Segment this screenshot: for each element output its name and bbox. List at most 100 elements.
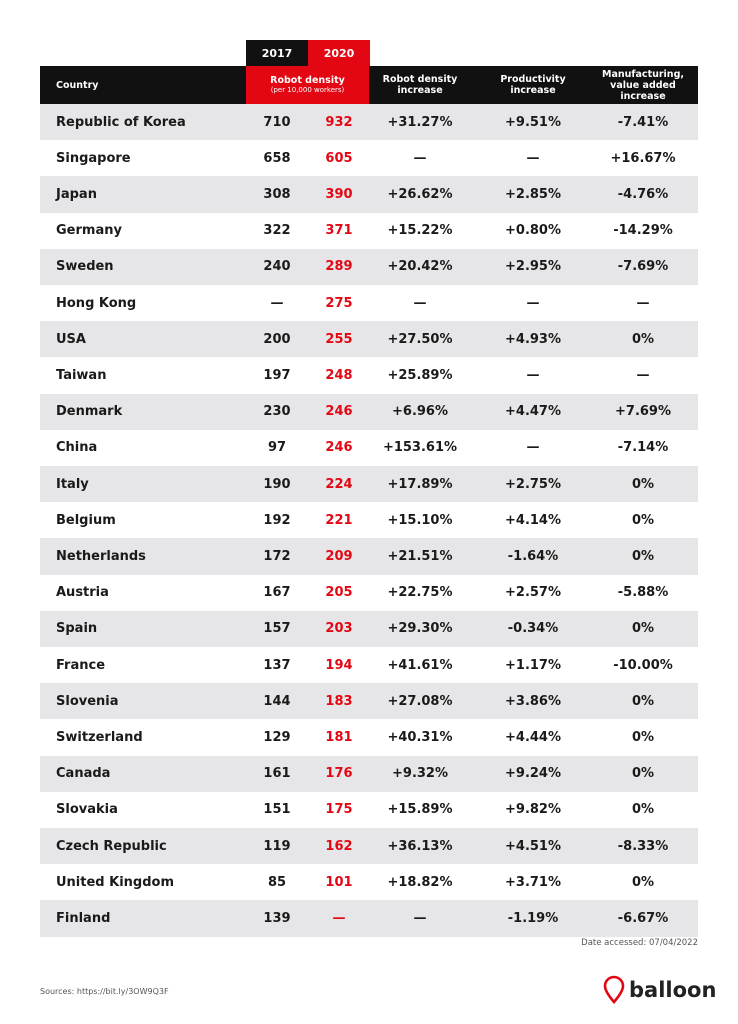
table-cell: —	[526, 295, 540, 311]
table-cell: +17.89%	[387, 476, 453, 492]
table-cell: 224	[325, 476, 353, 492]
table-cell: 183	[325, 693, 353, 709]
table-cell: 255	[325, 331, 353, 347]
table-cell: +9.32%	[392, 766, 448, 782]
table-cell: +15.22%	[387, 223, 453, 239]
logo-icon	[603, 975, 625, 1004]
table-cell: +2.95%	[505, 259, 561, 275]
table-cell: Netherlands	[56, 548, 146, 564]
table-cell: Italy	[56, 476, 89, 492]
date-accessed: Date accessed: 07/04/2022	[581, 938, 698, 948]
table-cell: 390	[325, 186, 353, 202]
table-cell: 932	[325, 114, 353, 130]
table-row: Germany 322 371 +15.22% +0.80% -14.29%	[40, 213, 698, 249]
table-cell: —	[526, 440, 540, 456]
table-cell: United Kingdom	[56, 874, 175, 890]
table-row: Austria 167 205 +22.75% +2.57% -5.88%	[40, 575, 698, 611]
table-cell: -14.29%	[613, 223, 673, 239]
table-cell: 119	[263, 838, 291, 854]
table-header: Country Robot density (per 10,000 worker…	[40, 66, 698, 104]
table-row: Denmark 230 246 +6.96% +4.47% +7.69%	[40, 393, 698, 430]
header-cell: Manufacturing, value added increase	[602, 68, 684, 102]
table-cell: 275	[325, 295, 353, 311]
table-cell: +6.96%	[392, 404, 448, 420]
table-cell: Belgium	[56, 512, 116, 528]
table-cell: Slovakia	[56, 802, 118, 818]
table-cell: +27.08%	[387, 693, 453, 709]
table-cell: +4.47%	[505, 404, 561, 420]
table-cell: 246	[325, 404, 353, 420]
table-cell: 144	[263, 693, 291, 709]
header-cell: Robot density (per 10,000 workers)	[246, 66, 369, 104]
table-cell: 371	[325, 223, 353, 239]
table-cell: 289	[325, 259, 353, 275]
table-cell: +20.42%	[387, 259, 453, 275]
table-cell: France	[56, 657, 106, 673]
table-cell: —	[526, 150, 540, 166]
table-cell: 710	[263, 114, 291, 130]
table-row: Spain 157 203 +29.30% -0.34% 0%	[40, 610, 698, 647]
table-cell: 176	[325, 766, 353, 782]
table-cell: —	[636, 367, 650, 383]
table-cell: +1.17%	[505, 657, 561, 673]
table-cell: 162	[325, 838, 353, 854]
table-cell: +18.82%	[387, 874, 453, 890]
year-tab: 2017	[246, 40, 308, 66]
table-row: Switzerland 129 181 +40.31% +4.44% 0%	[40, 719, 698, 755]
table-row: Japan 308 390 +26.62% +2.85% -4.76%	[40, 176, 698, 213]
table-cell: +21.51%	[387, 548, 453, 564]
table-cell: —	[332, 910, 346, 926]
table-cell: -4.76%	[617, 186, 669, 202]
table-cell: 190	[263, 476, 291, 492]
table-cell: +3.86%	[505, 693, 561, 709]
table-cell: 203	[325, 621, 353, 637]
logo-text: balloon	[629, 978, 717, 1002]
table-cell: 151	[263, 802, 291, 818]
table-cell: +15.10%	[387, 512, 453, 528]
table-cell: 197	[263, 367, 291, 383]
table-cell: +25.89%	[387, 367, 453, 383]
header-cell: Productivity increase	[500, 74, 566, 96]
table-cell: —	[413, 910, 427, 926]
header-cell: Robot density increase	[382, 74, 458, 96]
table-row: Netherlands 172 209 +21.51% -1.64% 0%	[40, 538, 698, 575]
table-cell: 246	[325, 440, 353, 456]
table-cell: +15.89%	[387, 802, 453, 818]
table-cell: Singapore	[56, 150, 131, 166]
table-cell: +40.31%	[387, 729, 453, 745]
table-cell: 0%	[631, 766, 655, 782]
table-cell: 172	[263, 548, 291, 564]
table-cell: 0%	[631, 621, 655, 637]
table-cell: 181	[325, 729, 353, 745]
table-cell: +2.85%	[505, 186, 561, 202]
table-cell: 194	[325, 657, 353, 673]
table-cell: —	[413, 150, 427, 166]
table-cell: 139	[263, 910, 291, 926]
table-cell: Hong Kong	[56, 295, 137, 311]
table-row: United Kingdom 85 101 +18.82% +3.71% 0%	[40, 864, 698, 900]
table-cell: +9.82%	[505, 802, 561, 818]
table-cell: 322	[263, 223, 291, 239]
header-text: (per 10,000 workers)	[270, 86, 345, 94]
table-row: Czech Republic 119 162 +36.13% +4.51% -8.33%	[40, 828, 698, 865]
table-cell: 0%	[631, 331, 655, 347]
table-cell: +26.62%	[387, 186, 453, 202]
table-cell: Slovenia	[56, 693, 119, 709]
table-cell: +7.69%	[615, 404, 671, 420]
table-cell: 200	[263, 331, 291, 347]
table-cell: 308	[263, 186, 291, 202]
table-row: Singapore 658 605 — — +16.67%	[40, 140, 698, 176]
table-row: France 137 194 +41.61% +1.17% -10.00%	[40, 647, 698, 683]
table-cell: Canada	[56, 766, 111, 782]
table-cell: -7.41%	[617, 114, 669, 130]
table-cell: -0.34%	[507, 621, 559, 637]
sources: Sources: https://bit.ly/3OW9Q3F	[40, 987, 169, 996]
table-cell: Japan	[56, 186, 97, 202]
table-row: USA 200 255 +27.50% +4.93% 0%	[40, 321, 698, 358]
table-cell: -10.00%	[613, 657, 673, 673]
table-row: China 97 246 +153.61% — -7.14%	[40, 430, 698, 466]
table-row: Italy 190 224 +17.89% +2.75% 0%	[40, 466, 698, 503]
table-cell: +27.50%	[387, 331, 453, 347]
table-row: Canada 161 176 +9.32% +9.24% 0%	[40, 755, 698, 792]
table-cell: +9.24%	[505, 766, 561, 782]
